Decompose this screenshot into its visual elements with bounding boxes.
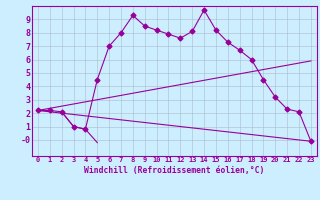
X-axis label: Windchill (Refroidissement éolien,°C): Windchill (Refroidissement éolien,°C)	[84, 166, 265, 175]
